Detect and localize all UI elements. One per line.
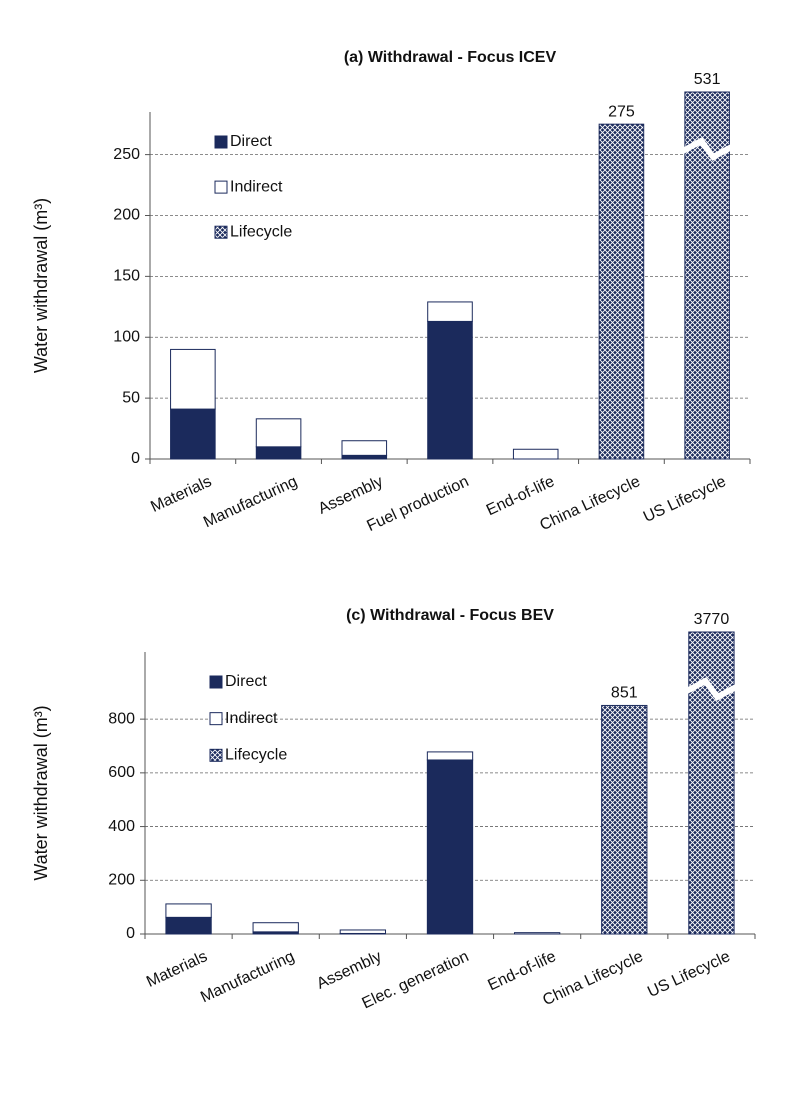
x-tick-label: Materials xyxy=(144,948,210,991)
bar-segment xyxy=(598,123,645,460)
x-tick-label: Manufacturing xyxy=(198,948,297,1006)
legend-label: Lifecycle xyxy=(230,223,292,240)
chart-title: (a) Withdrawal - Focus ICEV xyxy=(344,49,557,66)
bar-segment xyxy=(341,440,388,456)
bar-segment xyxy=(170,408,216,460)
value-label: 3770 xyxy=(694,611,730,628)
value-label: 851 xyxy=(611,685,638,702)
value-label: 531 xyxy=(694,71,721,88)
y-tick-label: 200 xyxy=(108,872,135,889)
bar-segment xyxy=(165,903,212,918)
legend-label: Direct xyxy=(225,673,267,690)
y-tick-label: 800 xyxy=(108,710,135,727)
x-tick-label: End-of-life xyxy=(485,948,558,994)
axis-break xyxy=(685,677,738,701)
legend-swatch xyxy=(214,135,228,149)
x-tick-label: US Lifecycle xyxy=(641,473,729,526)
bar-segment xyxy=(339,929,387,934)
legend-swatch xyxy=(214,225,228,239)
y-tick-label: 0 xyxy=(126,925,135,942)
x-tick-label: End-of-life xyxy=(484,473,557,519)
y-axis-label: Water withdrawal (m³) xyxy=(31,198,51,373)
bar-segment xyxy=(341,454,388,460)
x-tick-label: Assembly xyxy=(314,948,384,993)
chart-title: (c) Withdrawal - Focus BEV xyxy=(346,607,554,624)
bar-segment xyxy=(255,418,302,448)
bar-segment xyxy=(512,448,559,460)
bar-segment xyxy=(513,932,561,935)
bar-segment xyxy=(688,631,735,935)
y-tick-label: 100 xyxy=(113,328,140,345)
bar-segment xyxy=(170,348,216,410)
legend-swatch xyxy=(214,180,228,194)
legend-swatch xyxy=(209,675,223,689)
bar-segment xyxy=(165,916,212,935)
bar-segment xyxy=(426,751,474,761)
legend-label: Indirect xyxy=(230,178,283,195)
x-tick-label: Manufacturing xyxy=(201,473,300,531)
value-label: 275 xyxy=(608,103,635,120)
y-tick-label: 0 xyxy=(131,450,140,467)
x-tick-label: Materials xyxy=(148,473,214,516)
bar-segment xyxy=(427,301,473,322)
bar-segment xyxy=(601,704,648,935)
y-tick-label: 400 xyxy=(108,818,135,835)
legend-label: Direct xyxy=(230,133,272,150)
bar-segment xyxy=(252,922,299,933)
y-tick-label: 250 xyxy=(113,146,140,163)
bar-segment xyxy=(426,759,474,935)
legend-swatch xyxy=(209,712,223,726)
legend-swatch xyxy=(209,748,223,762)
y-tick-label: 50 xyxy=(122,389,140,406)
legend-label: Lifecycle xyxy=(225,747,287,764)
y-tick-label: 200 xyxy=(113,207,140,224)
bar-segment xyxy=(427,320,473,460)
axis-break xyxy=(681,137,733,161)
y-tick-label: 600 xyxy=(108,764,135,781)
y-tick-label: 150 xyxy=(113,268,140,285)
legend-label: Indirect xyxy=(225,710,278,727)
x-tick-label: US Lifecycle xyxy=(645,948,733,1001)
y-axis-label: Water withdrawal (m³) xyxy=(31,705,51,880)
x-tick-label: China Lifecycle xyxy=(540,948,646,1009)
x-tick-label: Assembly xyxy=(316,473,386,518)
bar-segment xyxy=(255,446,302,460)
